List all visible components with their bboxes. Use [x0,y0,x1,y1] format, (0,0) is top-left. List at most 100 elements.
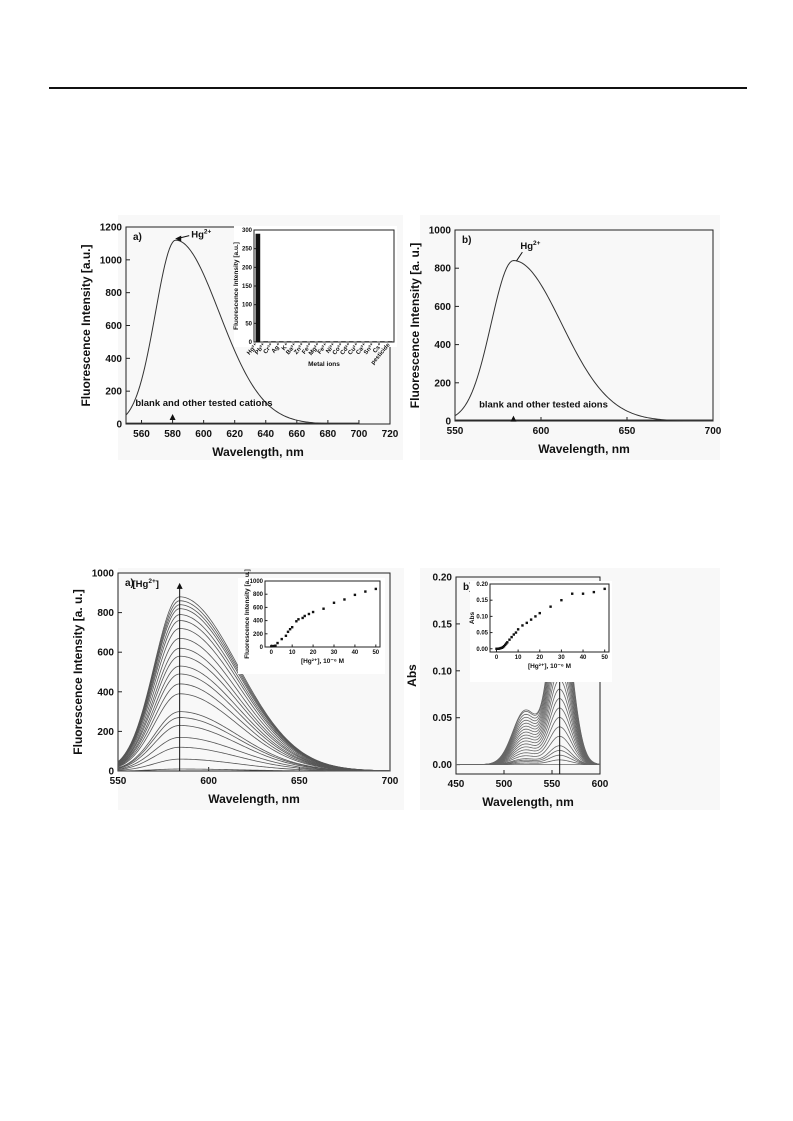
x-axis-label: Wavelength, nm [538,442,630,456]
x-tick-label: 40 [352,650,359,656]
y-tick-label: 200 [434,378,451,389]
inset-bar [341,341,346,342]
x-tick-label: 50 [372,650,379,656]
inset-scatter-point [581,592,585,595]
y-tick-label: 200 [105,387,122,398]
annotation-text: Hg [191,230,204,241]
inset-scatter-point [571,592,574,595]
spectrum-line [117,596,391,772]
x-tick-label: 700 [705,426,722,437]
inset-bar [364,341,370,342]
plot-axes-box [264,580,381,648]
y-tick-label: 1000 [100,255,123,266]
annotation-label: Hg2+ [520,240,540,252]
annotation-superscript: 2+ [533,240,541,247]
annotation-label: blank and other tested cations [135,398,272,409]
x-tick-label: 650 [619,426,636,437]
inset-scatter-point [307,612,311,616]
inset-scatter-point [311,610,315,614]
x-tick-label: 560 [133,429,150,440]
inset-scatter-point [276,641,279,645]
y-tick-label: 400 [253,619,264,625]
inset-bar [348,341,354,342]
inset-bar [387,341,393,342]
inset-bar [302,341,307,342]
x-tick-label: 50 [601,655,608,661]
inset-background [238,578,385,674]
inset-bar [294,341,300,342]
x-tick-label: 10 [515,655,522,661]
x-axis-label: Wavelength, nm [482,795,574,809]
inset-scatter-point [603,587,606,591]
annotation-superscript: 2+ [204,229,212,236]
y-tick-label: 400 [434,340,451,351]
inset-scatter-point [301,616,304,620]
inset-fig2a: 0 10 20 30 40 50 0 200 400 600 800 1000 [Hg²⁺], 10⁻⁶… [238,569,385,674]
inset-scatter-point [525,621,528,625]
y-tick-label: 200 [97,727,114,738]
y-tick-label: 0.20 [476,582,488,588]
inset-scatter-point [280,637,283,641]
inset-bar [271,341,276,342]
chart-fig2b: 450 500 550 6000.000.050.100.150.20Waveleng… [405,568,720,810]
y-axis-label: Fluorescence Intensity [a. u.] [408,243,422,408]
x-tick-label: 700 [382,776,399,787]
inset-scatter-point [592,590,596,594]
inset-category-label: K⁺ [280,342,290,352]
x-tick-label: 0 [270,650,274,656]
inset-scatter-point [521,624,524,627]
panel-label: b) [462,235,471,246]
header-rule [49,87,747,89]
inset-bar [325,341,331,342]
x-tick-label: 30 [558,655,565,661]
y-tick-label: 0.10 [433,666,453,677]
inset-scatter-point [514,631,518,634]
inset-scatter-point [502,644,506,648]
inset-bar [286,341,292,342]
plot-axes-box [454,229,714,422]
y-tick-label: 0 [116,420,122,431]
panel-label: a) [133,232,142,243]
x-tick-label: 680 [320,429,337,440]
x-tick-label: 450 [448,779,465,790]
inset-y-tick-label: 0 [249,340,253,346]
y-tick-label: 0.05 [433,713,453,724]
inset-bar [380,341,385,342]
inset-bar [310,341,315,342]
inset-bar [333,341,338,342]
inset-x-axis-label: [Hg²⁺], 10⁻⁶ M [528,663,571,670]
inset-scatter-point [529,618,533,621]
y-tick-label: 600 [434,302,451,313]
x-tick-label: 600 [195,429,212,440]
inset-scatter-point [290,626,294,629]
plot-axes-box [117,572,391,772]
y-tick-label: 0.20 [433,573,453,584]
inset-y-tick-label: 150 [242,284,253,290]
figure-panel-background [420,215,720,460]
x-tick-label: 40 [580,655,587,661]
inset-y-axis-label: Fluorescence Intensity [a. u.] [244,569,251,659]
plot-axes-box [489,583,610,653]
inset-scatter-point [534,615,537,618]
inset-scatter-point [274,644,277,647]
inset-scatter-point [343,598,346,601]
x-tick-label: 660 [288,429,305,440]
spectrum-line [456,589,601,766]
x-tick-label: 20 [310,650,317,656]
y-axis-label: Fluorescence Intensity [a. u.] [71,589,85,754]
inset-x-axis-label: Metal ions [308,361,340,368]
x-tick-label: 720 [382,429,399,440]
y-tick-label: 0.00 [433,760,453,771]
inset-scatter-point [270,645,273,648]
inset-bar [278,341,284,342]
y-axis-label: Abs [405,664,419,687]
inset-scatter-point [560,598,563,602]
inset-background [234,226,397,347]
y-tick-label: 0.00 [476,647,488,653]
inset-scatter-point [538,611,541,615]
annotation-label: [Hg2+] [133,578,159,590]
x-tick-label: 600 [533,426,550,437]
y-tick-label: 600 [105,321,122,332]
annotation-arrowhead [510,415,517,422]
y-tick-label: 200 [253,632,264,638]
